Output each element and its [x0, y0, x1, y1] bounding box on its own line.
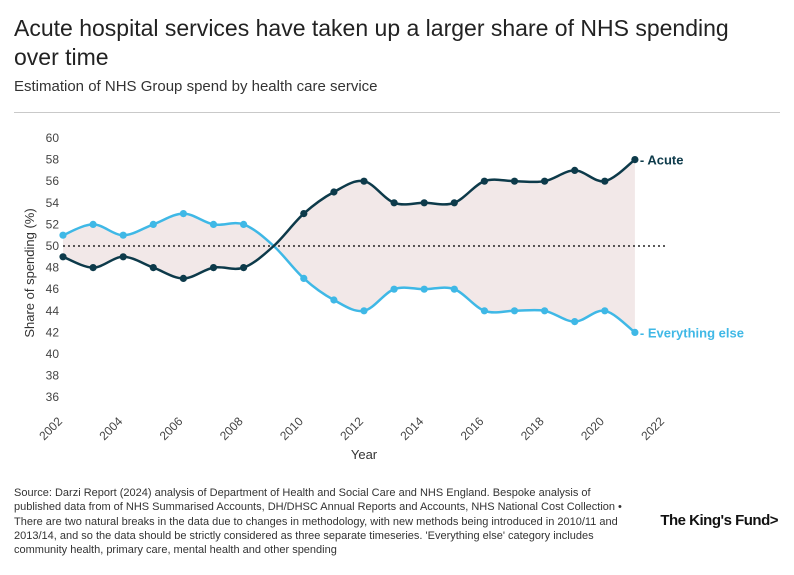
x-tick-label: 2004 — [97, 414, 126, 443]
y-tick-label: 54 — [46, 196, 60, 210]
data-point-everything-else — [601, 307, 609, 315]
chart-title: Acute hospital services have taken up a … — [14, 15, 729, 70]
x-tick-label: 2014 — [398, 414, 427, 443]
y-tick-label: 48 — [46, 261, 60, 275]
data-point-everything-else — [330, 296, 338, 304]
x-tick-label: 2006 — [157, 414, 186, 443]
data-point-acute — [631, 156, 639, 164]
series-label-everything-else: - Everything else — [640, 325, 744, 340]
x-tick-label: 2020 — [578, 414, 607, 443]
data-point-acute — [420, 199, 428, 207]
data-point-acute — [119, 253, 127, 261]
x-tick-label: 2002 — [36, 414, 65, 443]
series-label-acute: - Acute — [640, 153, 684, 168]
x-tick-label: 2012 — [337, 414, 366, 443]
data-point-everything-else — [59, 231, 67, 239]
data-point-everything-else — [420, 285, 428, 293]
data-point-acute — [179, 274, 187, 282]
x-tick-label: 2008 — [217, 414, 246, 443]
data-point-acute — [360, 177, 368, 185]
data-point-acute — [89, 264, 97, 272]
y-tick-label: 44 — [46, 304, 60, 318]
source-note: Source: Darzi Report (2024) analysis of … — [14, 487, 622, 557]
y-tick-label: 52 — [46, 217, 60, 231]
x-tick-label: 2010 — [277, 414, 306, 443]
data-point-everything-else — [149, 220, 157, 228]
y-tick-label: 40 — [46, 347, 60, 361]
data-point-acute — [571, 166, 579, 174]
data-point-everything-else — [631, 328, 639, 336]
data-point-everything-else — [390, 285, 398, 293]
chart-subtitle: Estimation of NHS Group spend by health … — [14, 78, 378, 95]
data-point-everything-else — [240, 220, 248, 228]
data-point-everything-else — [450, 285, 458, 293]
divider — [14, 112, 780, 113]
data-point-acute — [450, 199, 458, 207]
y-tick-label: 46 — [46, 282, 60, 296]
y-axis-title: Share of spending (%) — [22, 208, 37, 337]
data-point-acute — [480, 177, 488, 185]
y-tick-label: 36 — [46, 390, 60, 404]
data-point-acute — [209, 264, 218, 272]
y-tick-label: 58 — [46, 153, 60, 167]
data-point-everything-else — [209, 220, 218, 228]
data-point-everything-else — [571, 318, 579, 326]
data-point-everything-else — [300, 274, 308, 282]
data-point-acute — [149, 264, 157, 272]
y-tick-label: 38 — [46, 369, 60, 383]
line-chart: 36 38 40 42 44 46 48 50 52 54 56 58 60 2002 2004 2006 20… — [22, 131, 744, 462]
y-tick-label: 56 — [46, 174, 60, 188]
data-point-everything-else — [179, 210, 187, 218]
data-point-acute — [601, 177, 609, 185]
data-point-everything-else — [89, 220, 97, 228]
x-tick-label: 2016 — [458, 414, 487, 443]
data-point-everything-else — [480, 307, 488, 315]
data-point-everything-else — [510, 307, 519, 315]
data-point-acute — [300, 210, 308, 218]
data-point-acute — [59, 253, 67, 261]
data-point-acute — [330, 188, 338, 196]
y-tick-label: 50 — [46, 239, 60, 253]
data-point-acute — [240, 264, 248, 272]
data-point-everything-else — [360, 307, 368, 315]
y-tick-label: 60 — [46, 131, 60, 145]
y-tick-label: 42 — [46, 325, 60, 339]
kings-fund-logo: The King's Fund> — [660, 512, 778, 529]
x-tick-label: 2018 — [518, 414, 547, 443]
data-point-acute — [390, 199, 398, 207]
x-axis-title: Year — [351, 447, 378, 462]
data-point-everything-else — [541, 307, 549, 315]
data-point-everything-else — [119, 231, 127, 239]
data-point-acute — [541, 177, 549, 185]
x-tick-label: 2022 — [638, 414, 667, 443]
data-point-acute — [510, 177, 519, 185]
